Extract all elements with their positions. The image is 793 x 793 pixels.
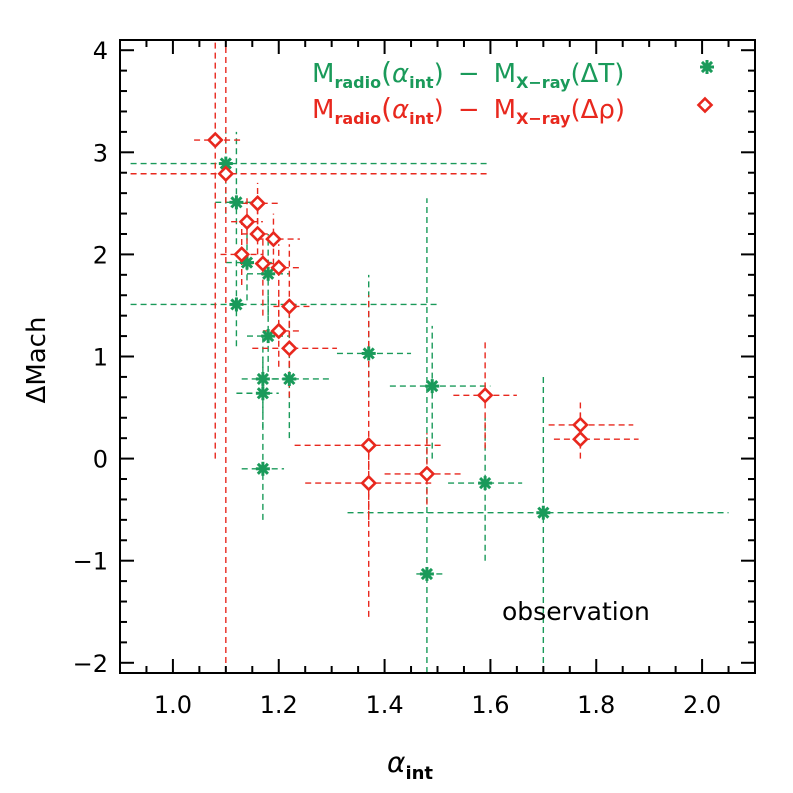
- data-point-diamond: [360, 436, 378, 454]
- x-tick-label: 1.0: [154, 691, 192, 719]
- y-tick-label: 0: [93, 446, 108, 474]
- y-tick-label: 3: [93, 139, 108, 167]
- data-point-asterisk: [261, 329, 276, 344]
- data-point-asterisk: [255, 371, 270, 386]
- data-point-diamond: [265, 230, 282, 248]
- legend-marker-asterisk: [700, 60, 714, 74]
- data-point-diamond: [233, 246, 251, 263]
- axis-ticks: 1.0 1.2 1.4 1.6 1.8 2.0 −2 −1 0 1 2 3 4: [73, 37, 756, 719]
- data-point-asterisk: [255, 461, 270, 476]
- data-markers: [206, 131, 589, 581]
- y-tick-label: −2: [73, 650, 108, 678]
- y-tick-label: 4: [93, 37, 108, 65]
- data-point-asterisk: [229, 195, 244, 210]
- x-tick-label: 1.2: [260, 691, 298, 719]
- data-point-asterisk: [282, 371, 297, 386]
- data-point-asterisk: [536, 505, 551, 520]
- legend-diamond-glyph: [696, 96, 714, 114]
- x-tick-label: 2.0: [683, 691, 721, 719]
- legend-asterisk-glyph: [700, 60, 714, 74]
- data-point-diamond: [206, 131, 224, 149]
- data-point-diamond: [418, 465, 436, 483]
- legend-entry-density: Mradio(αint) − MX−ray(Δρ): [312, 92, 625, 128]
- data-point-diamond: [360, 474, 378, 492]
- data-point-diamond: [476, 386, 494, 404]
- data-point-asterisk: [361, 346, 376, 361]
- data-point-diamond: [572, 430, 589, 448]
- data-point-diamond: [249, 225, 266, 243]
- data-point-diamond: [238, 213, 256, 231]
- data-point-asterisk: [229, 297, 244, 312]
- x-tick-label: 1.6: [471, 691, 509, 719]
- data-point-asterisk: [255, 386, 270, 401]
- data-point-asterisk: [261, 266, 276, 281]
- data-point-diamond: [280, 339, 298, 357]
- data-point-diamond: [270, 259, 288, 277]
- data-point-diamond: [249, 195, 266, 212]
- y-tick-label: 2: [93, 241, 108, 269]
- data-point-diamond: [254, 255, 272, 272]
- data-point-diamond: [217, 165, 235, 183]
- data-point-asterisk: [419, 566, 434, 581]
- data-point-diamond: [280, 298, 298, 315]
- x-tick-label: 1.8: [577, 691, 615, 719]
- y-axis-title: ΔMach: [22, 317, 52, 404]
- data-point-asterisk: [240, 255, 254, 270]
- data-point-asterisk: [478, 476, 493, 491]
- y-tick-label: −1: [73, 548, 108, 576]
- data-point-diamond: [270, 322, 288, 340]
- legend-entry-temperature: Mradio(αint) − MX−ray(ΔT): [312, 56, 624, 92]
- data-point-asterisk: [425, 379, 440, 394]
- legend: Mradio(αint) − MX−ray(ΔT) Mradio(αint) − MX−…: [312, 56, 714, 128]
- data-point-diamond: [572, 416, 589, 434]
- y-tick-label: 1: [93, 344, 108, 372]
- x-tick-label: 1.4: [365, 691, 403, 719]
- plot-frame: [119, 39, 756, 674]
- annotation-observation: observation: [502, 597, 650, 626]
- legend-marker-diamond: [696, 96, 714, 114]
- x-axis-title: αint: [387, 746, 433, 784]
